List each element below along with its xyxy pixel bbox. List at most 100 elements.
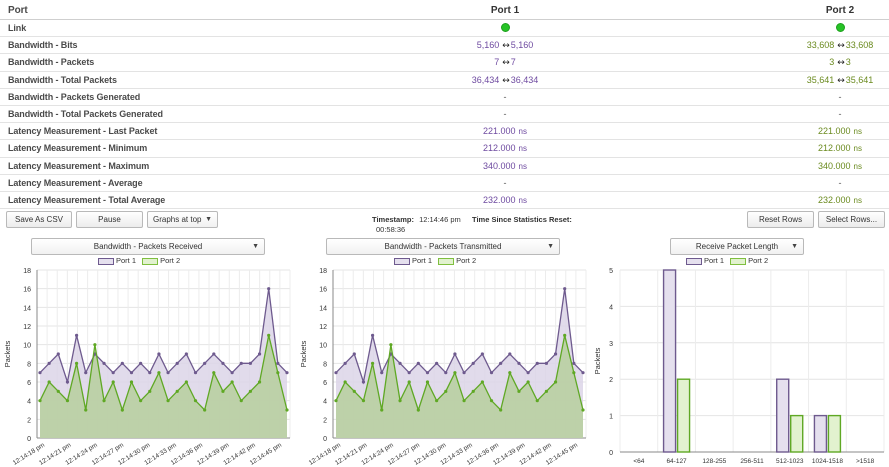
data-point xyxy=(285,371,289,375)
packets-received-chart: 0 2 4 6 8 10 12 14 16 18 12:14:18 pm 12:14:21 pm 12:… xyxy=(0,252,296,467)
bidirectional-arrow-icon: ↔ xyxy=(502,75,509,86)
bar-port1-64-127 xyxy=(662,269,677,453)
data-point xyxy=(444,389,448,393)
port1-value: 212.000 ns xyxy=(320,143,690,153)
legend-item-port1[interactable]: Port 1 xyxy=(98,256,136,265)
y-tick-label: 14 xyxy=(23,305,31,312)
data-point xyxy=(489,371,494,375)
rx-value: 33,608 xyxy=(806,40,835,51)
bar-port2-512-1023 xyxy=(790,414,804,453)
y-axis-label: Packets xyxy=(593,347,602,374)
data-point xyxy=(435,361,439,365)
latency-value: 232.000 xyxy=(818,194,851,205)
data-point xyxy=(535,399,539,403)
y-tick-label: 0 xyxy=(27,436,31,443)
data-point xyxy=(84,371,88,375)
data-point xyxy=(47,361,51,365)
packet-length-plot: 0 1 2 3 4 5 <64 64-127 128-255 256-511 512-1023 102… xyxy=(593,268,885,465)
data-point xyxy=(480,352,484,356)
y-tick-label: 10 xyxy=(319,343,327,350)
chevron-down-icon: ▼ xyxy=(252,243,259,250)
data-point xyxy=(471,361,475,365)
port2-value: - xyxy=(680,109,889,119)
chart3-legend[interactable]: Port 1 Port 2 xyxy=(686,256,772,265)
data-point xyxy=(212,371,216,375)
data-point xyxy=(74,333,79,337)
data-point xyxy=(193,371,198,375)
data-point xyxy=(175,361,179,365)
data-point xyxy=(352,352,356,356)
data-point xyxy=(343,361,347,365)
row-label: Bandwidth - Bits xyxy=(8,40,78,51)
data-point xyxy=(139,399,143,403)
graphs-position-select[interactable]: Graphs at top ▼ xyxy=(147,211,218,228)
port1-swatch xyxy=(686,257,702,265)
data-point xyxy=(398,399,402,403)
data-point xyxy=(111,371,115,375)
empty-value: - xyxy=(503,108,507,119)
bidirectional-arrow-icon: ↔ xyxy=(502,58,509,69)
data-point xyxy=(230,371,234,375)
statistics-table: Port Port 1 Port 2 Link Bandwidth - Bits 5,16… xyxy=(0,0,889,210)
tx-value: 5,160 xyxy=(510,40,534,51)
data-point xyxy=(212,352,216,356)
data-point xyxy=(352,389,356,393)
data-point xyxy=(38,371,42,375)
timestamp-info: Timestamp: 12:14:46 pm xyxy=(372,215,461,224)
rx-value: 3 xyxy=(829,57,835,68)
x-tick-label: 512-1023 xyxy=(776,458,804,465)
legend-item-port1[interactable]: Port 1 xyxy=(394,256,432,265)
table-row: Bandwidth - Packets Generated - - xyxy=(0,89,889,106)
bidirectional-arrow-icon: ↔ xyxy=(837,58,844,69)
data-point xyxy=(380,371,384,375)
legend-item-port1[interactable]: Port 1 xyxy=(686,256,724,265)
row-label: Latency Measurement - Last Packet xyxy=(8,126,158,137)
data-point xyxy=(572,361,576,365)
link-status-icon xyxy=(500,23,510,32)
tx-value: 35,641 xyxy=(845,74,874,85)
y-axis-label: Packets xyxy=(299,340,308,367)
port1-value: 221.000 ns xyxy=(320,126,690,136)
bidirectional-arrow-icon: ↔ xyxy=(502,41,509,52)
y-tick-label: 2 xyxy=(609,377,613,384)
bar-port2-64-127 xyxy=(676,378,691,453)
row-label: Latency Measurement - Total Average xyxy=(8,194,166,205)
empty-value: - xyxy=(838,91,842,102)
port2-value: - xyxy=(680,92,889,102)
y-tick-label: 2 xyxy=(323,417,327,424)
port1-value: 5,160 ↔ 5,160 xyxy=(320,40,690,51)
legend-item-port2[interactable]: Port 2 xyxy=(730,256,768,265)
port1-value: - xyxy=(320,109,690,119)
data-point xyxy=(248,361,253,365)
data-point xyxy=(139,361,143,365)
data-point xyxy=(581,371,585,375)
port1-value: - xyxy=(320,92,690,102)
pause-button[interactable]: Pause xyxy=(76,211,143,228)
chart3-metric-select[interactable]: Receive Packet Length ▼ xyxy=(670,238,804,255)
data-point xyxy=(221,389,225,393)
reset-rows-button[interactable]: Reset Rows xyxy=(747,211,814,228)
data-point xyxy=(221,361,225,365)
empty-value: - xyxy=(838,108,842,119)
data-point xyxy=(129,380,134,384)
data-point xyxy=(285,408,289,412)
row-label: Bandwidth - Packets xyxy=(8,57,95,68)
data-point xyxy=(102,399,106,403)
table-row: Link xyxy=(0,20,889,38)
bar-port1-1024-1518 xyxy=(813,414,828,453)
data-point xyxy=(148,371,152,375)
legend-item-port2[interactable]: Port 2 xyxy=(438,256,476,265)
data-point xyxy=(111,380,115,384)
data-point xyxy=(508,371,512,375)
select-rows-button[interactable]: Select Rows... xyxy=(818,211,885,228)
y-axis-label: Packets xyxy=(3,340,12,367)
table-row: Bandwidth - Total Packets 36,434 ↔ 36,434 35… xyxy=(0,72,889,89)
legend-item-port2[interactable]: Port 2 xyxy=(142,256,180,265)
chart1-metric-select[interactable]: Bandwidth - Packets Received ▼ xyxy=(31,238,265,255)
save-as-csv-button[interactable]: Save As CSV xyxy=(6,211,72,228)
chart1-legend[interactable]: Port 1 Port 2 xyxy=(98,256,184,265)
tx-value: 7 xyxy=(510,57,516,68)
y-tick-label: 4 xyxy=(323,399,327,406)
chart2-legend[interactable]: Port 1 Port 2 xyxy=(394,256,480,265)
chart2-metric-select[interactable]: Bandwidth - Packets Transmitted ▼ xyxy=(326,238,560,255)
